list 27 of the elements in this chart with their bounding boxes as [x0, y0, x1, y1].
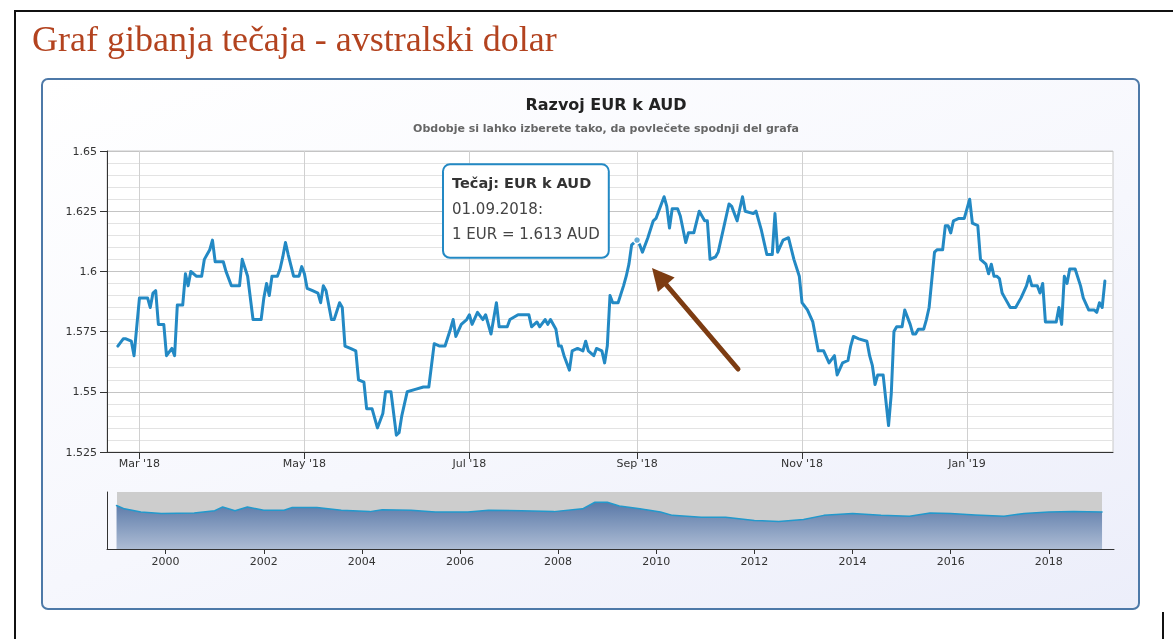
x-tick-label: 2010 [642, 555, 671, 568]
y-tick-label: 1.55 [72, 385, 97, 399]
x-tick-label: Sep '18 [616, 457, 658, 470]
x-tick-label: Nov '18 [781, 457, 824, 470]
text: Graf gibanja tečaja - avstralski dolar [32, 19, 557, 59]
line-series [116, 195, 1107, 437]
x-tick-label: 2014 [838, 555, 867, 568]
x-tick-label: May '18 [282, 457, 327, 470]
x-tick-label: 2016 [936, 555, 965, 568]
x-tick-label: 2000 [151, 555, 180, 568]
chart-title: Razvoj EUR k AUD [525, 94, 687, 114]
x-tick-label: 2002 [249, 555, 278, 568]
x-tick-label: 2008 [544, 555, 573, 568]
x-tick-label: 2018 [1034, 555, 1063, 568]
y-tick-label: 1.65 [72, 144, 97, 158]
x-tick-label: 2006 [446, 555, 475, 568]
x-tick-label: Mar '18 [118, 457, 161, 470]
y-tick-label: 1.525 [65, 445, 97, 459]
y-tick-label: 1.6 [79, 264, 97, 278]
chart-subtitle: Obdobje si lahko izberete tako, da povlečete spodnji del grafa [413, 122, 799, 135]
x-tick-label: Jan '19 [947, 457, 986, 470]
x-tick-label: 2012 [740, 555, 769, 568]
y-tick-label: 1.575 [65, 325, 97, 339]
annotation: Tečaj: EUR k AUD 01.09.2018: 1 EUR = 1.613 AUD [452, 175, 600, 244]
x-tick-label: Jul '18 [451, 457, 487, 470]
x-tick-label: 2004 [347, 555, 376, 568]
y-tick-label: 1.625 [65, 204, 97, 218]
